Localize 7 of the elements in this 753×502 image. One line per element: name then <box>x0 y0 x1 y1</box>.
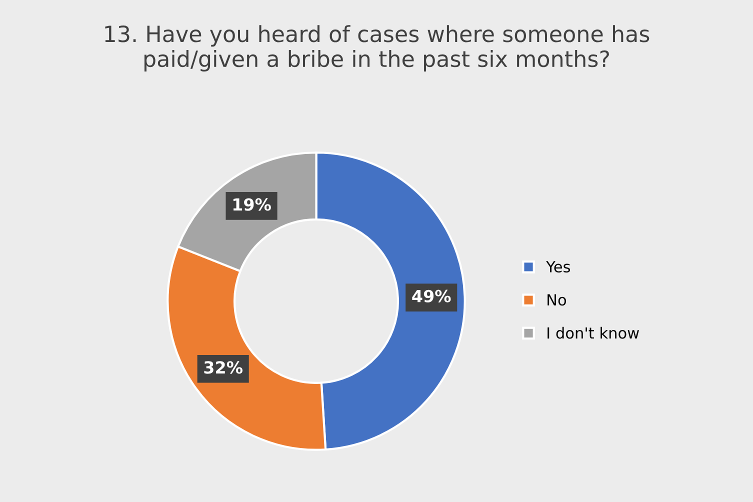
data-label: 32% <box>204 361 243 374</box>
data-label: 19% <box>233 198 271 211</box>
legend-label: No <box>548 294 566 306</box>
legend-label: Yes <box>546 261 570 273</box>
data-label: 49% <box>412 290 451 302</box>
chart-title: 13. Have you heard of cases where someone has paid/given a bribe in the past six months? <box>105 25 650 72</box>
legend-label: I don't know <box>548 326 639 339</box>
